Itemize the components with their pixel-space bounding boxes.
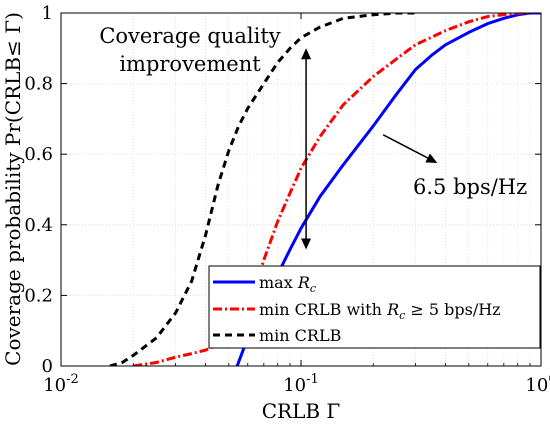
rate-arrow bbox=[382, 134, 438, 164]
y-tick-label: 1 bbox=[42, 3, 53, 24]
rate-arrow-shaft bbox=[382, 134, 428, 159]
legend-label-max-rc: max Rc bbox=[259, 273, 316, 295]
annotation-coverage-quality: Coverage quality improvement bbox=[99, 24, 312, 250]
double-arrow bbox=[301, 48, 312, 250]
x-tick-label: 100 bbox=[525, 372, 550, 396]
annotation-coverage-line-2: improvement bbox=[119, 52, 261, 76]
y-tick-label: 0.4 bbox=[24, 215, 53, 236]
annotation-rate: 6.5 bps/Hz bbox=[382, 134, 527, 199]
annotation-rate-text: 6.5 bps/Hz bbox=[413, 175, 527, 199]
series-line-1 bbox=[133, 13, 531, 366]
y-tick-label: 0.6 bbox=[24, 144, 53, 165]
legend-label-min-crlb: min CRLB bbox=[259, 326, 341, 345]
y-tick-label: 0 bbox=[42, 356, 53, 377]
y-tick-label: 0.2 bbox=[24, 285, 53, 306]
y-tick-label: 0.8 bbox=[24, 74, 53, 95]
annotation-coverage-line-1: Coverage quality bbox=[99, 24, 280, 48]
legend-label-min-crlb-rc: min CRLB with Rc ≥ 5 bps/Hz bbox=[259, 300, 501, 322]
y-axis-label: Coverage probability Pr(CRLB≤ Γ) bbox=[1, 12, 25, 366]
legend: max Rc min CRLB with Rc ≥ 5 bps/Hz min C… bbox=[208, 265, 541, 349]
double-arrow-head-down bbox=[301, 238, 312, 250]
double-arrow-head-up bbox=[301, 48, 312, 60]
ticks: 10-2 10-1 100 0 0.2 0.4 0.6 0.8 1 bbox=[24, 3, 550, 396]
x-tick-label: 10-2 bbox=[43, 372, 79, 396]
rate-arrow-head bbox=[425, 153, 438, 164]
series-line-2 bbox=[109, 13, 416, 366]
legend-box bbox=[208, 265, 541, 349]
x-tick-label: 10-1 bbox=[283, 372, 319, 396]
x-axis-label: CRLB Γ bbox=[262, 399, 341, 423]
